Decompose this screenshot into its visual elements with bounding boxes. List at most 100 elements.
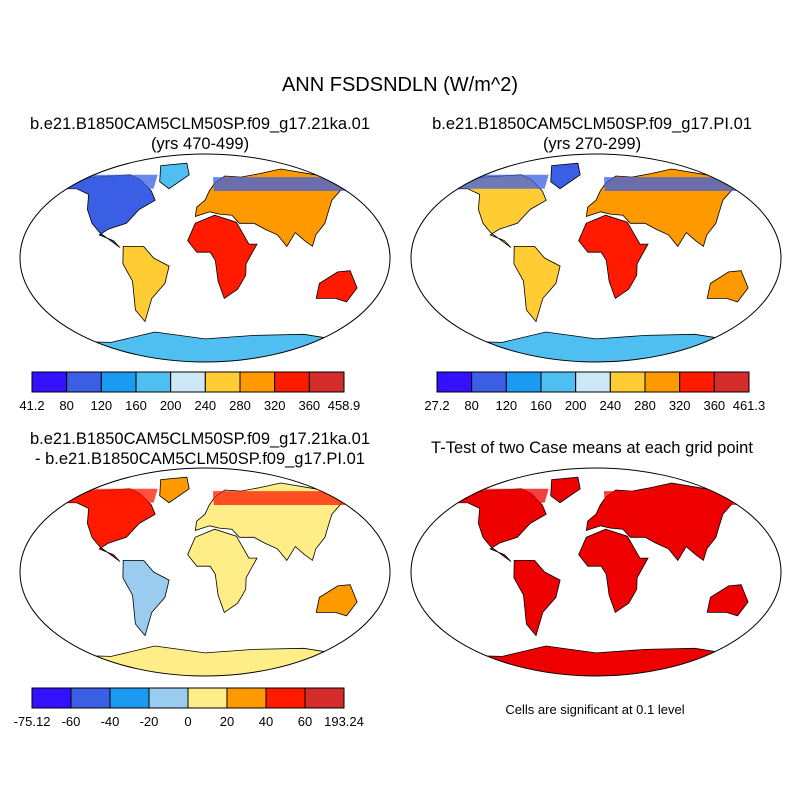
- colorbar-diff: -75.12 -60 -40 -20 0 20 40 60 193.24: [14, 687, 364, 729]
- landmass-africa: [187, 214, 258, 300]
- landmass-australia: [706, 270, 749, 303]
- colorbar-diff-swatch: [70, 687, 111, 709]
- colorbar-diff-swatch: [109, 687, 150, 709]
- colorbar-case1-tick-label: 80: [59, 398, 73, 413]
- colorbar-case1-tick-label: 120: [90, 398, 112, 413]
- colorbar-case2-tick-label: 360: [703, 398, 725, 413]
- colorbar-diff-tick-label: 20: [220, 714, 234, 729]
- colorbar-case1-swatch: [100, 371, 137, 393]
- landmass-africa: [578, 214, 649, 300]
- colorbar-case2-tick-label: 27.2: [424, 398, 449, 413]
- map-outline: [410, 153, 782, 363]
- highlat-band-eurasia: [604, 491, 748, 505]
- colorbar-case1-swatch: [308, 371, 345, 393]
- panel-case2-title-line2: (yrs 270-299): [542, 135, 642, 153]
- colorbar-diff-swatch: [304, 687, 345, 709]
- landmass-greenland: [550, 162, 581, 190]
- highlat-band-americas: [68, 488, 158, 503]
- landmass-southamerica: [513, 246, 561, 323]
- colorbar-case1-swatch: [274, 371, 310, 393]
- colorbar-case1-tick-label: 160: [125, 398, 147, 413]
- colorbar-case2-tick-label: 320: [669, 398, 691, 413]
- colorbar-case1-swatch: [239, 371, 276, 393]
- ocean: [20, 468, 390, 676]
- colorbar-case2-swatch: [575, 371, 611, 393]
- map-diff: [19, 467, 391, 677]
- landmass-australia: [706, 584, 749, 617]
- panel-diff-title: b.e21.B1850CAM5CLM50SP.f09_g17.21ka.01 -…: [5, 429, 395, 469]
- colorbar-case2-swatch: [505, 371, 542, 393]
- colorbar-case1-swatch: [135, 371, 172, 393]
- panel-case2-title-line1: b.e21.B1850CAM5CLM50SP.f09_g17.PI.01: [432, 115, 752, 133]
- panel-case2-title: b.e21.B1850CAM5CLM50SP.f09_g17.PI.01 (yr…: [397, 114, 787, 154]
- colorbar-case2-tick-label: 120: [495, 398, 517, 413]
- colorbar-case1-swatch: [31, 371, 68, 393]
- colorbar-diff-swatch: [187, 687, 228, 709]
- landmass-australia: [315, 270, 358, 303]
- colorbar-case1: 41.2 80 120 160 200 240 280 320 360 458.9: [19, 371, 361, 413]
- ocean: [411, 468, 781, 676]
- highlat-band-americas: [459, 174, 549, 189]
- map-case1: [19, 153, 391, 363]
- panel-ttest-title: T-Test of two Case means at each grid po…: [397, 438, 787, 458]
- panel-ttest-title-line1: T-Test of two Case means at each grid po…: [431, 439, 753, 457]
- colorbar-case1-swatch: [170, 371, 206, 393]
- colorbar-case1-tick-label: 240: [194, 398, 216, 413]
- highlat-band-eurasia: [213, 177, 357, 191]
- colorbar-diff-tick-label: -60: [62, 714, 81, 729]
- colorbar-case1-tick-label: 458.9: [328, 398, 361, 413]
- colorbar-diff-swatch: [148, 687, 189, 709]
- colorbar-case1-tick-label: 360: [298, 398, 320, 413]
- colorbar-diff-tick-label: 0: [184, 714, 191, 729]
- colorbar-case1-swatch: [204, 371, 241, 393]
- colorbar-case2-tick-label: 160: [530, 398, 552, 413]
- landmass-greenland: [159, 476, 190, 504]
- colorbar-case2-swatch: [471, 371, 507, 393]
- landmass-southamerica: [122, 560, 170, 637]
- landmass-southamerica: [122, 246, 170, 323]
- colorbar-case2-swatch: [713, 371, 750, 393]
- landmass-greenland: [550, 476, 581, 504]
- colorbar-case1-tick-label: 41.2: [19, 398, 44, 413]
- colorbar-case2-swatch: [609, 371, 646, 393]
- colorbar-case1-swatch: [66, 371, 102, 393]
- colorbar-diff-tick-label: 193.24: [324, 714, 364, 729]
- landmass-southamerica: [513, 560, 561, 637]
- colorbar-case1-tick-label: 280: [229, 398, 251, 413]
- colorbar-case2-swatch: [679, 371, 715, 393]
- colorbar-diff-tick-label: 60: [298, 714, 312, 729]
- colorbar-case2-swatch: [436, 371, 473, 393]
- colorbar-case2-swatch: [540, 371, 577, 393]
- colorbar-case2-tick-label: 200: [565, 398, 587, 413]
- landmass-greenland: [159, 162, 190, 190]
- highlat-band-eurasia: [213, 491, 357, 505]
- colorbar-diff-swatch: [265, 687, 306, 709]
- highlat-band-eurasia: [604, 177, 748, 191]
- landmass-africa: [187, 528, 258, 614]
- colorbar-diff-tick-label: -20: [140, 714, 159, 729]
- ocean: [411, 154, 781, 362]
- colorbar-diff-swatch: [31, 687, 72, 709]
- colorbar-diff-tick-label: -40: [101, 714, 120, 729]
- colorbar-diff-swatch: [226, 687, 267, 709]
- map-outline: [19, 153, 391, 363]
- panel-diff-title-line2: - b.e21.B1850CAM5CLM50SP.f09_g17.PI.01: [35, 450, 365, 468]
- highlat-band-americas: [68, 174, 158, 189]
- colorbar-case2-tick-label: 80: [464, 398, 478, 413]
- colorbar-case2-swatch: [644, 371, 681, 393]
- main-title: ANN FSDSNDLN (W/m^2): [281, 74, 519, 96]
- map-outline: [19, 467, 391, 677]
- colorbar-case2-tick-label: 240: [599, 398, 621, 413]
- panel-case1-title-line2: (yrs 470-499): [150, 135, 250, 153]
- panel-diff-title-line1: b.e21.B1850CAM5CLM50SP.f09_g17.21ka.01: [29, 430, 371, 448]
- landmass-africa: [578, 528, 649, 614]
- panel-case1-title-line1: b.e21.B1850CAM5CLM50SP.f09_g17.21ka.01: [29, 115, 371, 133]
- colorbar-case2-tick-label: 280: [634, 398, 656, 413]
- highlat-band-americas: [459, 488, 549, 503]
- map-ttest: [410, 467, 782, 677]
- ocean: [20, 154, 390, 362]
- ttest-note: Cells are significant at 0.1 level: [505, 702, 685, 717]
- colorbar-case2-tick-label: 461.3: [733, 398, 766, 413]
- colorbar-diff-tick-label: -75.12: [14, 714, 51, 729]
- colorbar-case1-tick-label: 200: [160, 398, 182, 413]
